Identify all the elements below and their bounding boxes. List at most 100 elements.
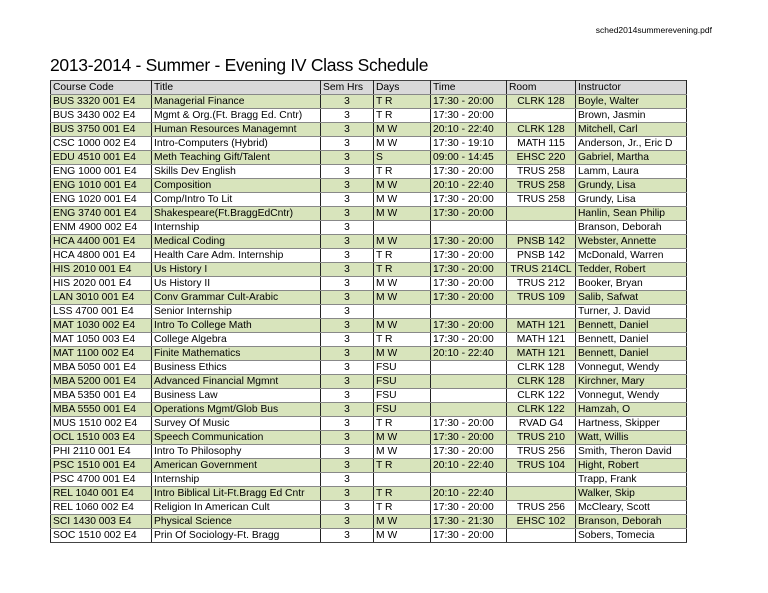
cell-room [506,108,576,123]
cell-days: M W [373,290,431,305]
cell-room: CLRK 128 [506,122,576,137]
table-row: BUS 3430 002 E4 Mgmt & Org.(Ft. Bragg Ed.… [50,108,687,123]
cell-room: MATH 121 [506,332,576,347]
cell-room: MATH 115 [506,136,576,151]
cell-sem-hrs: 3 [320,234,374,249]
table-row: HCA 4800 001 E4 Health Care Adm. Internsh… [50,248,687,263]
cell-room: CLRK 122 [506,402,576,417]
cell-instructor: Kirchner, Mary [575,374,687,389]
cell-instructor: McCleary, Scott [575,500,687,515]
header-time: Time [430,80,507,95]
header-room: Room [506,80,576,95]
cell-time [430,360,507,375]
cell-sem-hrs: 3 [320,360,374,375]
cell-instructor: Mitchell, Carl [575,122,687,137]
cell-days [373,220,431,235]
cell-days: M W [373,528,431,543]
cell-title: Prin Of Sociology-Ft. Bragg [151,528,321,543]
cell-days: M W [373,346,431,361]
cell-days: T R [373,262,431,277]
cell-days: M W [373,276,431,291]
cell-instructor: Brown, Jasmin [575,108,687,123]
header-sem-hrs: Sem Hrs [320,80,374,95]
cell-time: 17:30 - 20:00 [430,290,507,305]
cell-days: T R [373,94,431,109]
cell-sem-hrs: 3 [320,304,374,319]
table-row: ENM 4900 002 E4 Internship 3 Branson, Debor… [50,220,687,235]
cell-days: T R [373,108,431,123]
cell-days: M W [373,178,431,193]
table-row: MUS 1510 002 E4 Survey Of Music 3 T R 17:30 … [50,416,687,431]
document-filename: sched2014summerevening.pdf [595,25,712,35]
cell-time: 17:30 - 20:00 [430,192,507,207]
cell-time: 09:00 - 14:45 [430,150,507,165]
cell-course-code: BUS 3320 001 E4 [50,94,152,109]
cell-title: Intro To College Math [151,318,321,333]
cell-days: M W [373,514,431,529]
cell-room: TRUS 109 [506,290,576,305]
cell-title: College Algebra [151,332,321,347]
cell-days: M W [373,430,431,445]
cell-room: PNSB 142 [506,234,576,249]
header-days: Days [373,80,431,95]
table-row: CSC 1000 002 E4 Intro-Computers (Hybrid) 3… [50,136,687,151]
cell-course-code: PSC 1510 001 E4 [50,458,152,473]
cell-days: T R [373,500,431,515]
cell-course-code: MAT 1100 002 E4 [50,346,152,361]
cell-room: PNSB 142 [506,248,576,263]
cell-instructor: Anderson, Jr., Eric D [575,136,687,151]
cell-title: Intro To Philosophy [151,444,321,459]
cell-title: Comp/Intro To Lit [151,192,321,207]
cell-time: 17:30 - 20:00 [430,430,507,445]
cell-course-code: MAT 1030 002 E4 [50,318,152,333]
cell-room [506,206,576,221]
cell-title: Skills Dev English [151,164,321,179]
cell-sem-hrs: 3 [320,486,374,501]
cell-sem-hrs: 3 [320,332,374,347]
cell-instructor: Salib, Safwat [575,290,687,305]
cell-sem-hrs: 3 [320,262,374,277]
cell-instructor: Bennett, Daniel [575,318,687,333]
table-row: MAT 1050 003 E4 College Algebra 3 T R 17:30 … [50,332,687,347]
cell-days: M W [373,444,431,459]
cell-title: Business Ethics [151,360,321,375]
cell-course-code: MBA 5050 001 E4 [50,360,152,375]
cell-course-code: BUS 3750 001 E4 [50,122,152,137]
cell-title: Meth Teaching Gift/Talent [151,150,321,165]
cell-sem-hrs: 3 [320,514,374,529]
cell-title: Health Care Adm. Internship [151,248,321,263]
cell-time: 17:30 - 20:00 [430,318,507,333]
cell-sem-hrs: 3 [320,290,374,305]
cell-room: MATH 121 [506,346,576,361]
cell-title: Medical Coding [151,234,321,249]
cell-sem-hrs: 3 [320,248,374,263]
header-row: Course Code Title Sem Hrs Days Time Room… [50,80,687,95]
cell-days: FSU [373,402,431,417]
table-row: SOC 1510 002 E4 Prin Of Sociology-Ft. Bra… [50,528,687,543]
cell-course-code: MBA 5200 001 E4 [50,374,152,389]
cell-course-code: LAN 3010 001 E4 [50,290,152,305]
cell-sem-hrs: 3 [320,444,374,459]
cell-sem-hrs: 3 [320,150,374,165]
cell-instructor: Grundy, Lisa [575,178,687,193]
table-row: REL 1060 002 E4 Religion In American Cult… [50,500,687,515]
cell-time [430,402,507,417]
cell-sem-hrs: 3 [320,276,374,291]
cell-instructor: Grundy, Lisa [575,192,687,207]
cell-instructor: Watt, Willis [575,430,687,445]
page-title: 2013-2014 - Summer - Evening IV Class Sc… [50,55,429,75]
cell-sem-hrs: 3 [320,178,374,193]
cell-title: Human Resources Managemnt [151,122,321,137]
cell-days: M W [373,234,431,249]
cell-sem-hrs: 3 [320,122,374,137]
cell-instructor: Tedder, Robert [575,262,687,277]
cell-time [430,304,507,319]
cell-course-code: ENM 4900 002 E4 [50,220,152,235]
cell-title: Composition [151,178,321,193]
cell-course-code: HIS 2020 001 E4 [50,276,152,291]
cell-instructor: Gabriel, Martha [575,150,687,165]
cell-course-code: MAT 1050 003 E4 [50,332,152,347]
cell-instructor: Vonnegut, Wendy [575,388,687,403]
cell-room: CLRK 128 [506,360,576,375]
